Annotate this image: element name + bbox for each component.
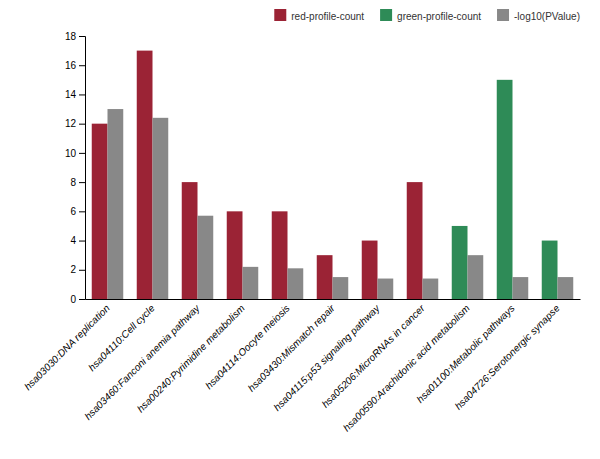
bar [333, 277, 349, 299]
y-tick: 14 [65, 89, 85, 100]
bar [272, 211, 288, 299]
legend-label: red-profile-count [291, 11, 364, 22]
bar [468, 255, 484, 299]
x-tick-label: hsa03430:Mismatch repair [246, 302, 338, 394]
y-tick-mark [79, 65, 85, 66]
y-tick: 12 [65, 118, 85, 129]
x-tick-label: hsa04114:Oocyte meiosis [203, 303, 292, 392]
bar [288, 268, 304, 299]
bar [182, 182, 198, 299]
x-tick: hsa04726:Serotonergic synapse [453, 302, 563, 412]
bar [497, 80, 513, 299]
legend-swatch [274, 9, 286, 21]
bar [558, 277, 574, 299]
y-tick-label: 12 [65, 118, 77, 129]
y-tick: 10 [65, 148, 85, 159]
y-tick-label: 0 [70, 294, 76, 305]
bar [317, 255, 333, 299]
y-tick-label: 14 [65, 89, 77, 100]
legend-item: -log10(PValue) [497, 9, 580, 22]
bars [92, 51, 574, 299]
bar [407, 182, 423, 299]
bar [272, 299, 288, 300]
bar [137, 51, 153, 299]
legend: red-profile-count green-profile-count -log… [274, 9, 580, 22]
bar [542, 241, 558, 299]
bar [92, 299, 108, 300]
bar-series [452, 80, 558, 299]
legend-label: green-profile-count [397, 11, 481, 22]
x-axis: hsa03030:DNA replicationhsa04110:Cell cy… [22, 300, 580, 434]
bar [182, 299, 198, 300]
bar [452, 226, 468, 299]
y-tick: 6 [70, 206, 85, 217]
plot: 024681012141618hsa03030:DNA replicationh… [22, 31, 580, 434]
bar [407, 299, 423, 300]
x-tick: hsa03030:DNA replication [22, 302, 112, 392]
bar [227, 299, 243, 300]
legend-swatch [497, 9, 509, 21]
x-axis-line [86, 299, 581, 300]
y-tick: 4 [70, 235, 85, 246]
x-tick: hsa03430:Mismatch repair [246, 302, 338, 394]
y-axis-line [79, 37, 86, 300]
y-tick: 2 [70, 264, 85, 275]
y-tick-label: 6 [70, 206, 76, 217]
bar [137, 299, 153, 300]
y-tick: 16 [65, 60, 85, 71]
legend-label: -log10(PValue) [514, 11, 580, 22]
bar-series [108, 109, 574, 299]
legend-item: green-profile-count [380, 9, 481, 22]
x-tick-label: hsa04726:Serotonergic synapse [453, 302, 563, 412]
y-tick-mark [79, 270, 85, 271]
chart: 024681012141618hsa03030:DNA replicationh… [0, 0, 600, 459]
y-tick: 18 [65, 31, 85, 42]
bar [513, 277, 529, 299]
y-tick-mark [79, 36, 85, 37]
bar-series [92, 51, 423, 299]
y-tick: 0 [70, 294, 85, 305]
bar [153, 118, 169, 299]
y-tick-label: 4 [70, 235, 76, 246]
bar [108, 109, 124, 299]
y-tick-label: 18 [65, 31, 77, 42]
legend-swatch [380, 9, 392, 21]
y-tick-mark [79, 182, 85, 183]
y-tick-mark [79, 241, 85, 242]
bar [362, 299, 378, 300]
y-tick-label: 10 [65, 148, 77, 159]
legend-item: red-profile-count [274, 9, 364, 22]
y-tick-mark [79, 124, 85, 125]
bar [198, 216, 214, 299]
y-axis: 0 2 4 6 8 10 12 14 16 18 [65, 31, 86, 305]
y-tick-mark [79, 299, 85, 300]
bar [378, 279, 394, 299]
bar [317, 299, 333, 300]
y-tick-mark [79, 94, 85, 95]
bar [92, 124, 108, 299]
x-tick-label: hsa03030:DNA replication [22, 302, 112, 392]
x-tick: hsa04114:Oocyte meiosis [203, 303, 292, 392]
y-tick-label: 8 [70, 177, 76, 188]
bar [243, 267, 259, 299]
bar [362, 241, 378, 299]
bar [227, 211, 243, 299]
y-tick-label: 2 [70, 264, 76, 275]
y-tick-mark [79, 153, 85, 154]
y-tick-mark [79, 211, 85, 212]
bar [423, 279, 439, 299]
y-tick-label: 16 [65, 60, 77, 71]
y-tick: 8 [70, 177, 85, 188]
